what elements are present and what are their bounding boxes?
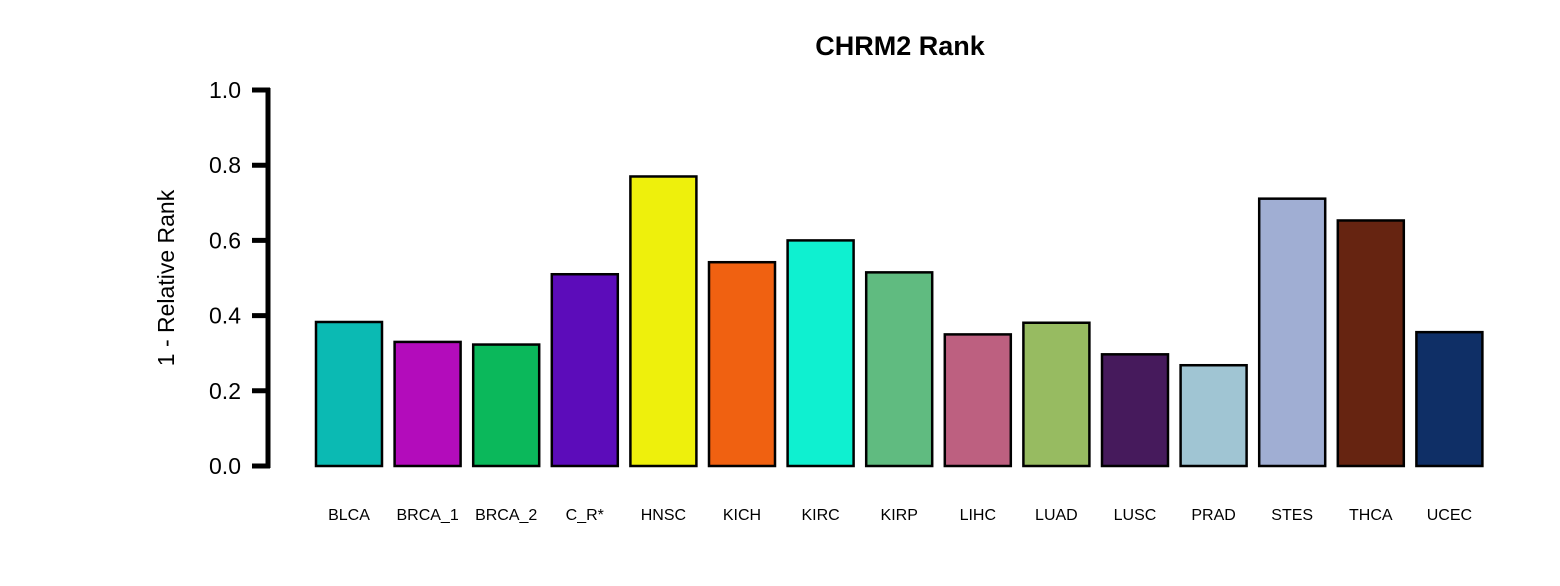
x-tick-label: STES [1271,507,1313,524]
x-tick-label: BRCA_1 [396,507,458,524]
x-tick-label: KICH [723,507,761,524]
x-tick-label: C_R* [566,507,604,524]
x-tick-label: UCEC [1427,507,1472,524]
x-tick-label: KIRP [881,507,918,524]
y-tick-label: 0.2 [209,378,241,404]
bar-ucec [1415,330,1484,468]
bar-stes [1257,197,1327,468]
y-axis-ticks: 0.0 0.2 0.4 0.6 0.8 1.0 [209,77,270,479]
x-tick-label: THCA [1349,507,1393,524]
y-tick-label: 0.8 [209,152,241,178]
y-tick-label: 0.4 [209,303,241,329]
bar-thca [1336,219,1406,468]
x-tick-label: HNSC [641,507,686,524]
bar-brca-2 [471,343,541,468]
bar-blca [314,320,384,468]
bar-c-r- [550,272,620,468]
x-tick-label: LUSC [1114,507,1157,524]
chart-title: CHRM2 Rank [815,31,986,61]
bar-kirc [786,239,855,468]
bar-luad [1022,321,1091,468]
x-tick-label: BLCA [328,507,370,524]
x-tick-label: BRCA_2 [475,507,537,524]
bar-brca-1 [393,340,462,468]
bar-prad [1179,363,1248,468]
x-tick-label: PRAD [1191,507,1235,524]
bar-hnsc [629,175,698,468]
x-tick-label: LIHC [960,507,996,524]
x-tick-label: KIRC [801,507,839,524]
bar-lusc [1100,353,1170,468]
x-tick-label: LUAD [1035,507,1078,524]
bar-lihc [943,333,1013,468]
bar-kich [707,260,777,468]
x-axis-tick-labels: BLCA BRCA_1 BRCA_2 C_R* HNSC KICH KIRC KIRP LIHC… [328,507,1472,524]
bar-kirp [864,271,934,468]
y-axis-label: 1 - Relative Rank [153,189,179,366]
y-tick-label: 0.6 [209,227,241,253]
bar-series [314,175,1484,468]
y-tick-label: 1.0 [209,77,241,103]
y-tick-label: 0.0 [209,453,241,479]
